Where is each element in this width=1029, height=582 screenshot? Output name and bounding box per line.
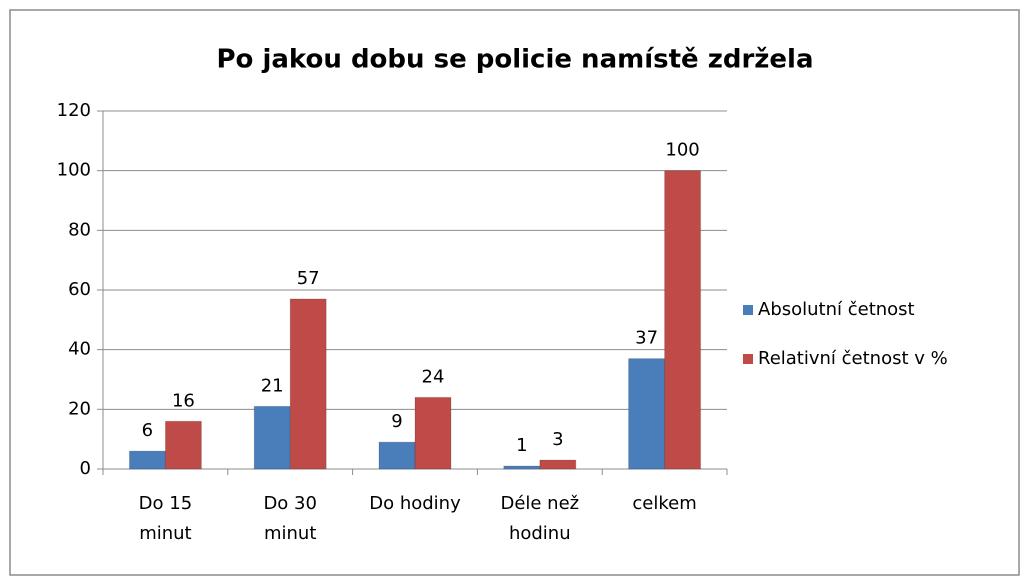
bar bbox=[414, 396, 452, 470]
legend-label: Absolutní četnost bbox=[758, 299, 915, 320]
x-tick-label: Do 30 minut bbox=[263, 493, 317, 544]
bar bbox=[164, 420, 202, 470]
data-label: 100 bbox=[665, 140, 699, 161]
y-tick-label: 100 bbox=[57, 160, 91, 181]
bar bbox=[378, 441, 416, 470]
bar bbox=[539, 459, 577, 470]
data-label: 37 bbox=[635, 328, 658, 349]
chart-title: Po jakou dobu se policie namístě zdržela bbox=[217, 45, 814, 75]
bar bbox=[253, 405, 291, 470]
y-tick-label: 120 bbox=[57, 100, 91, 121]
data-label: 16 bbox=[172, 390, 195, 411]
data-label: 6 bbox=[142, 420, 153, 441]
data-label: 57 bbox=[297, 268, 320, 289]
data-label: 9 bbox=[391, 411, 402, 432]
y-tick-label: 20 bbox=[68, 398, 91, 419]
x-tick-label: Do 15 minut bbox=[139, 493, 193, 544]
bar bbox=[664, 170, 702, 470]
bar bbox=[289, 298, 327, 470]
legend-marker bbox=[743, 305, 753, 315]
data-label: 3 bbox=[552, 429, 563, 450]
data-label: 21 bbox=[261, 375, 284, 396]
x-tick-label: celkem bbox=[632, 493, 696, 514]
legend-label: Relativní četnost v % bbox=[758, 348, 948, 369]
bar bbox=[128, 450, 166, 470]
bar bbox=[628, 358, 666, 470]
data-label: 24 bbox=[422, 366, 445, 387]
y-tick-label: 0 bbox=[80, 458, 91, 479]
bar bbox=[503, 465, 541, 470]
x-tick-label: Déle než hodinu bbox=[500, 493, 579, 544]
legend-marker bbox=[743, 354, 753, 364]
chart-frame bbox=[9, 9, 1020, 576]
data-label: 1 bbox=[516, 435, 527, 456]
y-tick-label: 80 bbox=[68, 219, 91, 240]
y-tick-label: 60 bbox=[68, 279, 91, 300]
y-tick-label: 40 bbox=[68, 339, 91, 360]
x-tick-label: Do hodiny bbox=[369, 493, 461, 514]
